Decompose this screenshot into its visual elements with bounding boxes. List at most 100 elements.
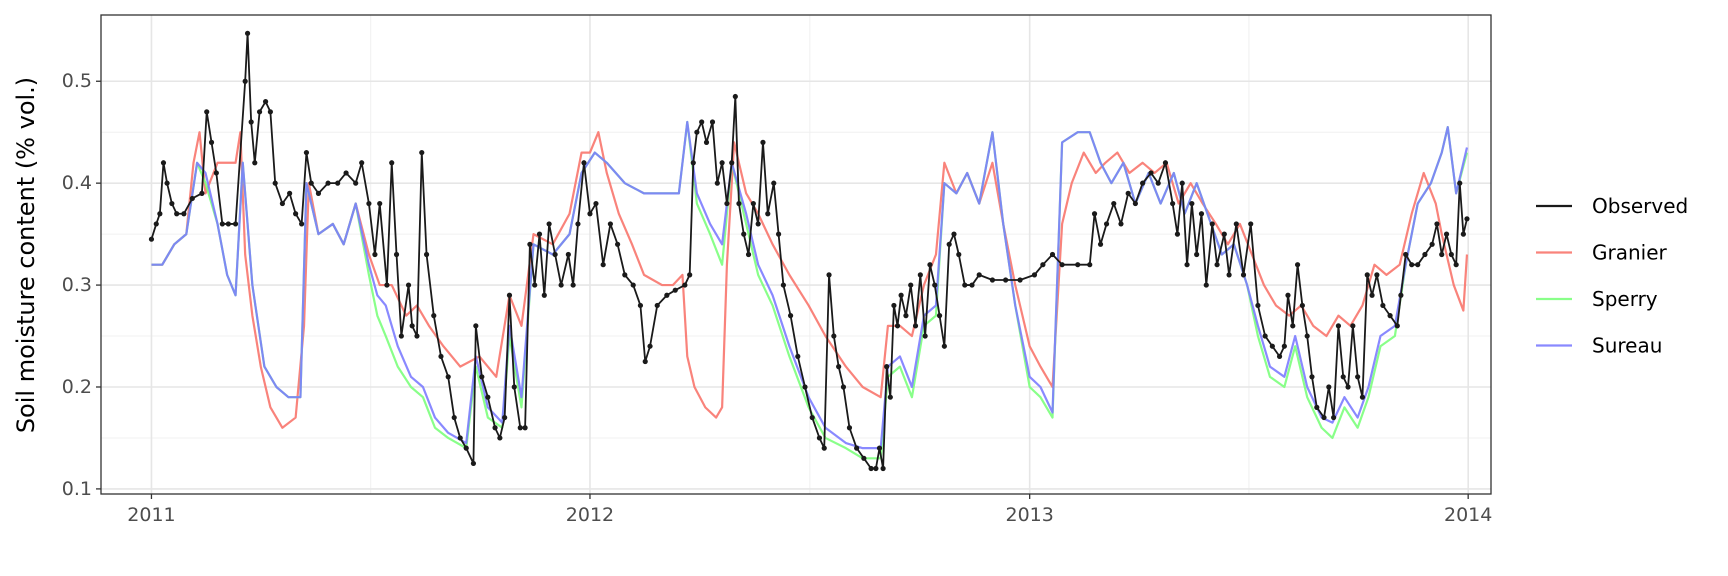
- observed-point: [1179, 180, 1185, 186]
- observed-point: [485, 394, 491, 400]
- observed-point: [377, 200, 383, 207]
- observed-point: [244, 30, 251, 36]
- observed-point: [861, 455, 867, 461]
- observed-point: [976, 272, 982, 278]
- observed-point: [1457, 180, 1463, 186]
- observed-point: [1350, 323, 1356, 329]
- observed-point: [884, 364, 890, 370]
- observed-point: [969, 282, 975, 288]
- observed-point: [1290, 323, 1296, 329]
- observed-point: [1226, 272, 1232, 278]
- observed-point: [664, 292, 670, 298]
- observed-point: [1125, 190, 1131, 196]
- observed-point: [1209, 221, 1215, 227]
- observed-point: [1097, 241, 1104, 247]
- observed-point: [922, 333, 928, 339]
- observed-point: [267, 109, 273, 115]
- observed-point: [682, 282, 688, 288]
- observed-point: [517, 425, 523, 431]
- observed-point: [1255, 302, 1261, 309]
- observed-point: [1233, 221, 1239, 227]
- observed-point: [463, 445, 469, 451]
- observed-point: [724, 200, 730, 207]
- y-tick-label: 0.5: [62, 70, 92, 92]
- observed-point: [335, 180, 341, 186]
- observed-point: [431, 313, 437, 319]
- observed-point: [558, 282, 564, 288]
- observed-point: [1434, 221, 1440, 227]
- observed-point: [826, 272, 832, 278]
- observed-point: [1299, 302, 1305, 309]
- observed-point: [1132, 200, 1138, 207]
- observed-point: [1409, 262, 1415, 268]
- observed-point: [802, 384, 808, 390]
- observed-point: [506, 292, 513, 298]
- x-tick-label: 2013: [1005, 504, 1053, 526]
- observed-point: [1140, 180, 1146, 186]
- observed-point: [536, 231, 543, 237]
- observed-point: [1374, 272, 1380, 278]
- observed-point: [1443, 231, 1450, 237]
- observed-point: [181, 211, 187, 217]
- observed-point: [1103, 221, 1110, 227]
- observed-point: [703, 139, 710, 145]
- panel-background: [101, 15, 1491, 494]
- observed-point: [1304, 333, 1310, 339]
- observed-point: [575, 221, 581, 227]
- observed-point: [389, 160, 395, 166]
- observed-point: [1214, 262, 1220, 268]
- observed-point: [457, 435, 463, 441]
- x-tick-label: 2011: [127, 504, 175, 526]
- observed-point: [868, 465, 874, 472]
- observed-point: [1321, 414, 1327, 421]
- y-axis-title: Soil moisture content (% vol.): [12, 77, 40, 433]
- observed-point: [153, 221, 159, 227]
- y-tick-label: 0.2: [62, 376, 92, 398]
- observed-point: [630, 282, 636, 288]
- observed-point: [854, 445, 860, 451]
- observed-point: [962, 282, 968, 288]
- observed-point: [1184, 262, 1190, 268]
- observed-point: [1345, 384, 1351, 390]
- observed-point: [546, 221, 552, 227]
- observed-point: [687, 272, 693, 278]
- observed-point: [419, 149, 425, 156]
- observed-point: [912, 323, 919, 329]
- minor-grid: [101, 15, 1491, 494]
- observed-point: [492, 425, 498, 431]
- observed-point: [541, 292, 547, 298]
- observed-point: [729, 160, 735, 166]
- y-tick-label: 0.3: [62, 274, 92, 296]
- observed-point: [741, 231, 747, 237]
- observed-point: [690, 160, 696, 166]
- observed-point: [1364, 272, 1370, 278]
- observed-point: [989, 277, 996, 283]
- observed-point: [325, 180, 331, 186]
- observed-point: [293, 211, 299, 217]
- observed-point: [760, 139, 766, 145]
- observed-point: [353, 180, 359, 186]
- observed-point: [570, 282, 576, 288]
- observed-point: [1335, 323, 1342, 329]
- observed-point: [880, 465, 886, 472]
- observed-point: [1309, 374, 1315, 380]
- observed-point: [600, 262, 606, 268]
- observed-point: [732, 93, 738, 100]
- observed-point: [1075, 262, 1081, 268]
- observed-point: [821, 445, 827, 451]
- observed-point: [846, 425, 853, 431]
- observed-point: [1040, 262, 1046, 268]
- observed-point: [1294, 262, 1301, 268]
- y-tick-label: 0.1: [62, 478, 92, 500]
- observed-point: [248, 119, 254, 125]
- observed-point: [775, 231, 782, 237]
- observed-point: [946, 241, 952, 247]
- observed-point: [891, 302, 897, 309]
- observed-point: [189, 195, 195, 202]
- observed-point: [745, 251, 752, 258]
- observed-point: [398, 333, 404, 339]
- observed-point: [750, 200, 756, 207]
- observed-point: [1340, 374, 1346, 380]
- observed-point: [315, 190, 322, 196]
- observed-point: [479, 374, 485, 380]
